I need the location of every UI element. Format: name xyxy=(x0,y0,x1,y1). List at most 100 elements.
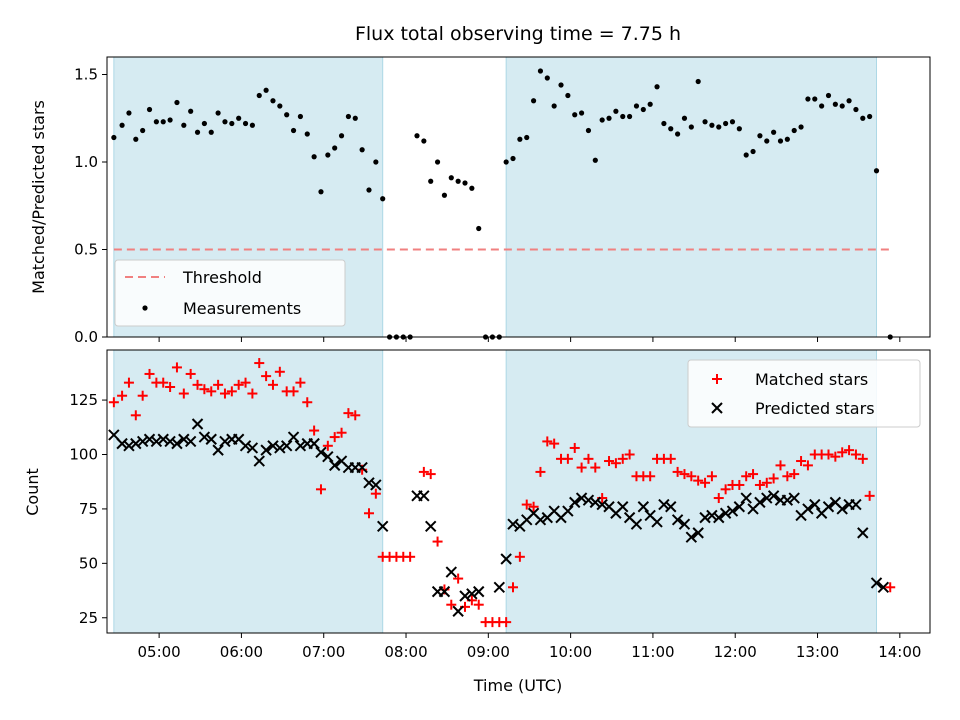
predicted-star-point xyxy=(740,492,752,504)
matched-star-point xyxy=(405,551,416,562)
predicted-star-point xyxy=(836,503,848,515)
matched-star-point xyxy=(837,447,848,458)
measurement-point xyxy=(640,106,646,113)
matched-star-point xyxy=(796,456,807,467)
predicted-star-point xyxy=(706,509,718,522)
predicted-star-point xyxy=(130,437,142,450)
predicted-star-point xyxy=(877,581,890,593)
y-tick-label: 1.0 xyxy=(74,153,98,171)
measurement-point xyxy=(558,82,564,88)
matched-star-point xyxy=(350,410,361,421)
measurement-point xyxy=(414,133,420,139)
matched-star-point xyxy=(562,453,573,464)
predicted-star-point xyxy=(157,433,169,445)
matched-star-point xyxy=(233,379,244,390)
measurement-point xyxy=(716,124,722,130)
predicted-star-point xyxy=(651,516,663,528)
matched-star-point xyxy=(535,466,546,477)
predicted-star-point xyxy=(363,477,375,489)
measurement-point xyxy=(146,106,153,113)
predicted-star-point xyxy=(630,518,643,530)
measurement-point xyxy=(702,119,708,125)
matched-star-point xyxy=(261,371,272,382)
chart-title: Flux total observing time = 7.75 h xyxy=(355,23,681,45)
ratio-y-axis-label: Matched/Predicted stars xyxy=(29,100,48,294)
legend-measurements-label: Measurements xyxy=(183,299,301,318)
matched-star-point xyxy=(254,358,265,369)
measurement-point xyxy=(111,134,117,141)
measurement-point xyxy=(688,124,694,130)
measurement-point xyxy=(284,112,290,118)
predicted-star-point xyxy=(315,446,327,459)
predicted-star-point xyxy=(719,507,732,519)
measurement-point xyxy=(215,110,221,116)
matched-star-point xyxy=(302,397,313,408)
predicted-star-point xyxy=(150,435,163,448)
measurement-point xyxy=(585,127,592,134)
measurement-point xyxy=(743,152,749,158)
predicted-star-point xyxy=(788,492,800,504)
predicted-star-point xyxy=(280,440,293,452)
matched-star-point xyxy=(322,440,333,451)
predicted-star-point xyxy=(473,585,485,598)
matched-star-point xyxy=(425,469,436,480)
ratio-axes-frame xyxy=(106,56,931,338)
matched-star-point xyxy=(706,471,717,482)
y-tick-label: 125 xyxy=(69,391,98,409)
predicted-star-point xyxy=(328,459,341,472)
measurement-point xyxy=(530,98,537,104)
measurement-point xyxy=(750,148,756,155)
measurement-point xyxy=(627,113,633,120)
matched-star-point xyxy=(645,471,656,482)
legend-predicted-label: Predicted stars xyxy=(755,399,875,418)
matched-star-point xyxy=(569,442,580,453)
matched-star-point xyxy=(137,390,148,401)
predicted-star-point xyxy=(534,514,547,526)
matched-star-point xyxy=(473,599,484,610)
predicted-star-point xyxy=(205,433,217,445)
predicted-star-point xyxy=(287,431,300,443)
legend-matched-label: Matched stars xyxy=(755,370,868,389)
x-axis-label: Time (UTC) xyxy=(473,676,562,695)
matched-star-point xyxy=(206,386,217,397)
predicted-star-point xyxy=(617,501,629,513)
measurement-point xyxy=(133,136,139,142)
measurement-point xyxy=(256,92,262,99)
matched-star-point xyxy=(267,379,278,390)
matched-star-point xyxy=(700,477,711,488)
legend-matched-swatch xyxy=(712,374,722,384)
measurement-point xyxy=(578,110,585,116)
matched-star-point xyxy=(178,388,189,399)
matched-star-point xyxy=(748,469,759,480)
predicted-star-point xyxy=(459,590,471,602)
measurement-point xyxy=(441,192,448,198)
measurement-point xyxy=(469,185,475,191)
count-axes-frame xyxy=(106,349,931,634)
measurement-point xyxy=(757,133,763,139)
x-tick-label: 05:00 xyxy=(138,643,181,661)
measurement-point xyxy=(517,136,523,142)
matched-star-point xyxy=(418,466,429,477)
matched-star-point xyxy=(199,384,210,395)
predicted-star-point xyxy=(850,498,862,511)
predicted-star-point xyxy=(870,577,883,589)
measurement-point xyxy=(860,115,866,121)
measurement-point xyxy=(325,152,331,158)
x-tick-label: 06:00 xyxy=(220,643,263,661)
measurement-point xyxy=(297,113,304,120)
predicted-star-point xyxy=(198,431,211,443)
predicted-star-point xyxy=(822,501,835,513)
measurement-point xyxy=(606,115,612,121)
measurement-point xyxy=(352,115,358,121)
matched-star-point xyxy=(508,582,519,593)
x-tick-label: 11:00 xyxy=(631,643,674,661)
measurement-point xyxy=(366,187,372,193)
measurement-point xyxy=(380,196,386,202)
matched-star-point xyxy=(761,477,772,488)
legend-measurements-swatch xyxy=(142,305,148,311)
observing-window-1 xyxy=(505,56,878,338)
measurement-point xyxy=(160,119,166,125)
matched-star-point xyxy=(802,460,813,471)
matched-star-point xyxy=(679,469,690,480)
predicted-star-point xyxy=(452,605,464,617)
